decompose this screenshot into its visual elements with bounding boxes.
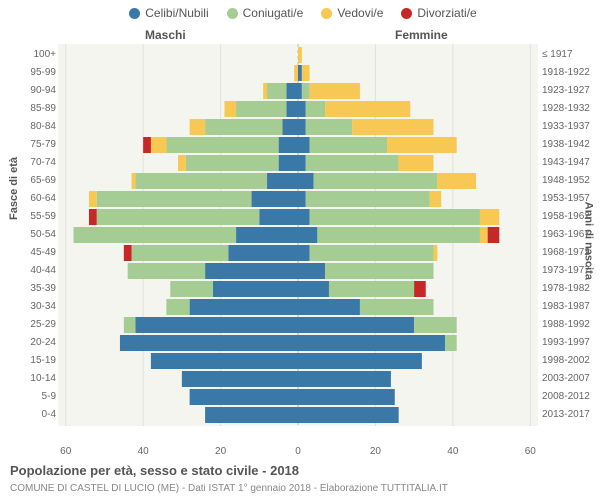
birth-tick: 1963-1967: [542, 229, 592, 240]
legend: Celibi/Nubili Coniugati/e Vedovi/e Divorzia…: [0, 6, 600, 22]
x-tick: 20: [370, 446, 381, 457]
age-tick: 0-4: [22, 409, 56, 420]
birth-tick: 1928-1932: [542, 103, 592, 114]
x-tick: 60: [60, 446, 71, 457]
legend-item: Vedovi/e: [315, 6, 383, 20]
legend-item: Celibi/Nubili: [123, 6, 208, 20]
group-label-f: Femmine: [395, 28, 448, 42]
birth-tick: 1933-1937: [542, 121, 592, 132]
legend-swatch: [401, 8, 412, 19]
age-tick: 95-99: [22, 67, 56, 78]
chart-container: Celibi/Nubili Coniugati/e Vedovi/e Divorzia…: [0, 0, 600, 500]
birth-tick: 2003-2007: [542, 373, 592, 384]
legend-item: Coniugati/e: [221, 6, 304, 20]
pyramid-chart: [58, 44, 538, 444]
birth-tick: 1953-1957: [542, 193, 592, 204]
age-tick: 5-9: [22, 391, 56, 402]
birth-tick: 1983-1987: [542, 301, 592, 312]
birth-tick: 2013-2017: [542, 409, 592, 420]
age-tick: 20-24: [22, 337, 56, 348]
age-tick: 25-29: [22, 319, 56, 330]
age-tick: 30-34: [22, 301, 56, 312]
age-tick: 35-39: [22, 283, 56, 294]
birth-tick: 1978-1982: [542, 283, 592, 294]
chart-subtitle: COMUNE DI CASTEL DI LUCIO (ME) - Dati IS…: [10, 483, 448, 494]
x-tick: 20: [215, 446, 226, 457]
age-tick: 55-59: [22, 211, 56, 222]
birth-tick: 1943-1947: [542, 157, 592, 168]
birth-tick: 1938-1942: [542, 139, 592, 150]
y-axis-label: Fasce di età: [8, 157, 20, 220]
legend-swatch: [227, 8, 238, 19]
age-tick: 15-19: [22, 355, 56, 366]
age-tick: 65-69: [22, 175, 56, 186]
age-tick: 45-49: [22, 247, 56, 258]
birth-tick: 1948-1952: [542, 175, 592, 186]
birth-tick: 2008-2012: [542, 391, 592, 402]
birth-tick: ≤ 1917: [542, 49, 592, 60]
age-tick: 10-14: [22, 373, 56, 384]
age-tick: 60-64: [22, 193, 56, 204]
x-tick: 40: [138, 446, 149, 457]
chart-title: Popolazione per età, sesso e stato civil…: [10, 463, 299, 478]
birth-tick: 1923-1927: [542, 85, 592, 96]
age-tick: 75-79: [22, 139, 56, 150]
age-tick: 50-54: [22, 229, 56, 240]
legend-swatch: [129, 8, 140, 19]
birth-tick: 1993-1997: [542, 337, 592, 348]
x-tick: 40: [447, 446, 458, 457]
legend-item: Divorziati/e: [395, 6, 476, 20]
group-label-m: Maschi: [145, 28, 186, 42]
age-tick: 90-94: [22, 85, 56, 96]
birth-tick: 1973-1977: [542, 265, 592, 276]
birth-tick: 1918-1922: [542, 67, 592, 78]
birth-tick: 1968-1972: [542, 247, 592, 258]
birth-tick: 1998-2002: [542, 355, 592, 366]
birth-tick: 1988-1992: [542, 319, 592, 330]
age-tick: 100+: [22, 49, 56, 60]
x-tick: 0: [295, 446, 301, 457]
birth-tick: 1958-1962: [542, 211, 592, 222]
legend-swatch: [321, 8, 332, 19]
age-tick: 70-74: [22, 157, 56, 168]
age-tick: 40-44: [22, 265, 56, 276]
age-tick: 80-84: [22, 121, 56, 132]
x-tick: 60: [525, 446, 536, 457]
age-tick: 85-89: [22, 103, 56, 114]
